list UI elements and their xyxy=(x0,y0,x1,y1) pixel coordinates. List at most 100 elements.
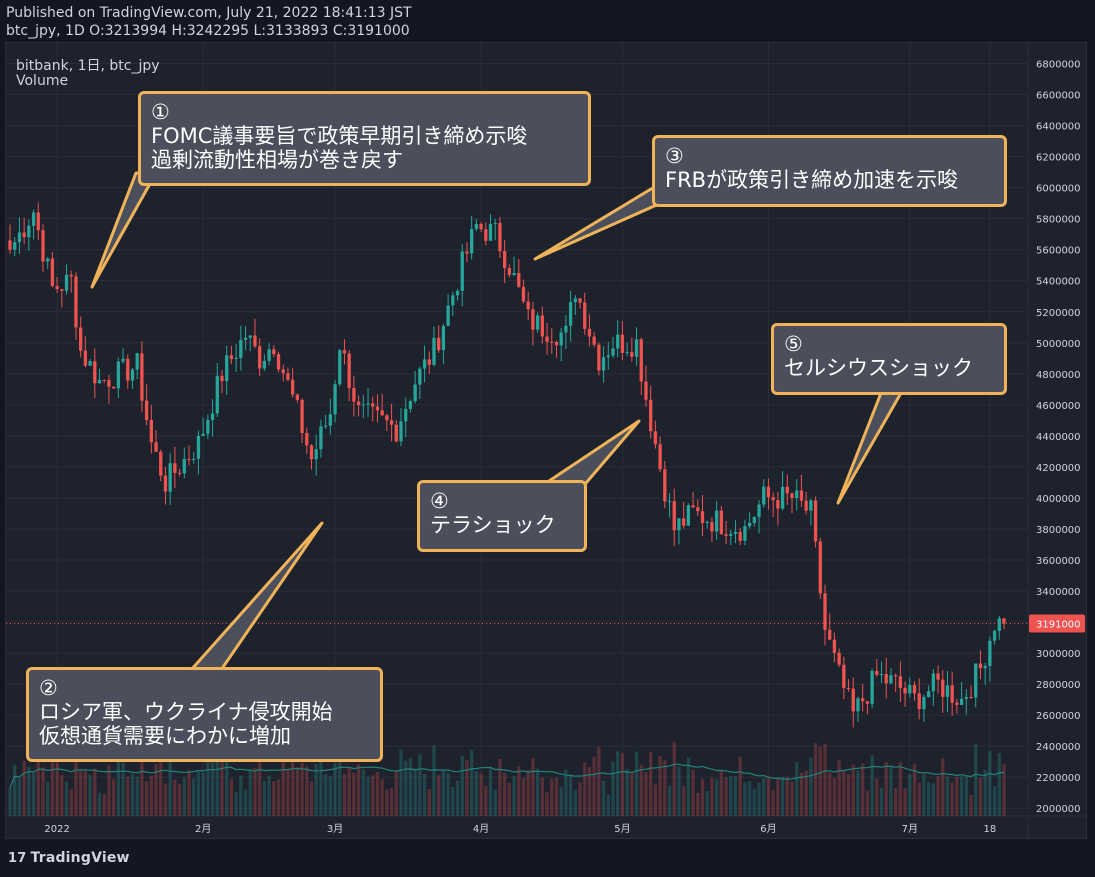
candle-body xyxy=(677,518,681,531)
candle-body xyxy=(719,510,723,535)
volume-bar xyxy=(889,765,893,816)
volume-bar xyxy=(978,777,983,816)
volume-bar xyxy=(639,765,643,816)
candle-body xyxy=(1002,618,1006,624)
volume-bar xyxy=(823,743,827,816)
chart-frame[interactable]: 2000000 2200000 2400000 2600000 2800000 30000… xyxy=(5,42,1088,840)
volume-bar xyxy=(441,770,446,816)
candle-body xyxy=(978,663,983,669)
volume-bar xyxy=(634,751,639,816)
candle-body xyxy=(521,286,526,302)
volume-bar xyxy=(328,776,332,816)
volume-bar xyxy=(451,786,455,816)
candle-body xyxy=(347,353,351,388)
tradingview-logo-text: TradingView xyxy=(30,850,130,866)
annotation-5[interactable]: ⑤ セルシウスショック xyxy=(771,323,1007,395)
x-tick-label: 5月 xyxy=(614,823,630,835)
candle-body xyxy=(309,445,314,460)
volume-bar xyxy=(926,781,931,816)
volume-bar xyxy=(785,776,789,816)
volume-bar xyxy=(276,779,281,816)
volume-bar xyxy=(88,774,92,816)
volume-bar xyxy=(578,782,582,816)
candle-body xyxy=(168,463,172,492)
volume-bar xyxy=(908,774,912,816)
annotation-5-number: ⑤ xyxy=(784,332,803,356)
volume-bar xyxy=(941,758,945,816)
volume-bar xyxy=(1002,764,1006,816)
candle-body xyxy=(658,444,662,470)
volume-bar xyxy=(418,754,422,816)
candle-body xyxy=(135,353,139,370)
volume-bar xyxy=(234,792,238,816)
candle-body xyxy=(912,685,917,694)
volume-bar xyxy=(559,786,563,816)
candle-body xyxy=(441,326,446,351)
candle-body xyxy=(747,522,752,527)
annotation-2[interactable]: ② ロシア軍、ウクライナ侵攻開始 仮想通貨需要にわかに増加 xyxy=(26,667,383,762)
candle-body xyxy=(418,368,422,385)
x-tick-label: 4月 xyxy=(473,823,489,835)
candle-body xyxy=(272,349,276,355)
volume-bar xyxy=(851,764,855,816)
published-info: Published on TradingView.com, July 21, 2… xyxy=(6,5,412,21)
volume-bar xyxy=(187,770,191,816)
candle-body xyxy=(550,341,554,343)
candle-body xyxy=(992,630,997,641)
volume-bar xyxy=(517,766,521,816)
candle-body xyxy=(74,276,78,328)
candle-body xyxy=(140,353,144,401)
candle-body xyxy=(488,224,493,241)
y-tick-label: 6200000 xyxy=(1036,153,1081,164)
annotation-4[interactable]: ④ テラショック xyxy=(417,480,587,552)
volume-bar xyxy=(842,770,846,816)
y-tick-label: 4000000 xyxy=(1036,494,1081,505)
candle-body xyxy=(46,258,50,262)
candle-body xyxy=(502,251,507,269)
volume-bar xyxy=(413,768,417,816)
volume-bar xyxy=(210,758,215,816)
tradingview-logo[interactable]: 17 TradingView xyxy=(8,850,130,866)
volume-bar xyxy=(121,762,125,816)
volume-bar xyxy=(93,768,97,816)
volume-bar xyxy=(950,782,954,816)
volume-bar xyxy=(875,778,879,816)
candle-body xyxy=(328,414,332,426)
annotation-3[interactable]: ③ FRBが政策引き締め加速を示唆 xyxy=(652,135,1007,207)
volume-bar xyxy=(710,777,714,816)
volume-bar xyxy=(917,782,921,816)
candle-body xyxy=(634,339,639,357)
candle-body xyxy=(517,273,521,287)
annotation-2-line1: ロシア軍、ウクライナ侵攻開始 xyxy=(39,700,333,724)
candle-body xyxy=(64,274,69,291)
volume-bar xyxy=(69,789,73,816)
volume-bar xyxy=(13,764,17,816)
volume-bar xyxy=(173,779,177,816)
candle-body xyxy=(413,384,417,402)
volume-bar xyxy=(931,783,935,816)
annotation-3-number: ③ xyxy=(665,144,684,168)
candle-body xyxy=(83,350,88,366)
volume-bar xyxy=(813,743,818,816)
volume-bar xyxy=(597,746,601,816)
annotation-1[interactable]: ① FOMC議事要旨で政策早期引き締め示唆 過剰流動性相場が巻き戻す xyxy=(138,91,591,186)
candle-body xyxy=(352,387,356,402)
candle-body xyxy=(88,361,92,366)
volume-bar xyxy=(46,781,50,816)
volume-bar xyxy=(319,746,323,816)
candle-body xyxy=(361,404,365,406)
candle-body xyxy=(130,369,135,381)
volume-bar xyxy=(658,755,662,816)
candle-body xyxy=(531,309,535,330)
volume-bar xyxy=(385,789,389,816)
candle-body xyxy=(917,693,921,710)
volume-bar xyxy=(201,772,205,816)
volume-bar xyxy=(738,756,742,816)
candle-body xyxy=(342,350,347,354)
annotation-2-pointer xyxy=(189,521,324,672)
volume-bar xyxy=(498,759,502,816)
volume-bar xyxy=(182,777,186,816)
candle-body xyxy=(667,501,672,503)
candle-body xyxy=(276,354,281,370)
candle-body xyxy=(60,289,64,291)
